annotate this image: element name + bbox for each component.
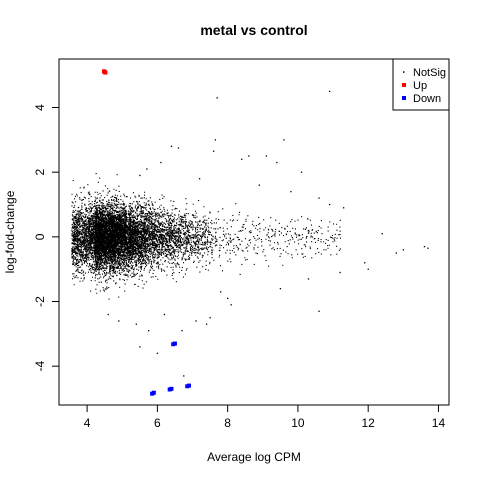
x-tick-label: 8 — [224, 416, 231, 430]
notsig-point-cloud — [71, 173, 342, 300]
point-notsig — [135, 323, 137, 325]
legend-marker-down — [402, 96, 406, 100]
y-tick-label: 0 — [33, 233, 47, 240]
point-notsig — [402, 249, 405, 251]
y-tick-label: -4 — [33, 361, 47, 372]
point-notsig — [283, 139, 285, 141]
point-notsig — [318, 197, 320, 199]
point-notsig — [170, 145, 173, 148]
point-down — [172, 341, 177, 346]
point-notsig — [147, 330, 150, 332]
point-notsig — [163, 313, 166, 316]
point-notsig — [198, 178, 201, 180]
point-notsig — [139, 174, 141, 177]
point-notsig — [279, 287, 282, 290]
y-axis-label: log-fold-change — [3, 190, 17, 273]
point-notsig — [395, 252, 397, 254]
point-notsig — [181, 330, 183, 332]
legend-marker-up — [402, 83, 406, 87]
point-notsig — [139, 346, 141, 348]
chart-title: metal vs control — [200, 22, 307, 38]
point-notsig — [318, 310, 320, 312]
point-notsig — [300, 171, 303, 173]
points-layer — [71, 69, 429, 396]
x-tick-label: 10 — [291, 416, 305, 430]
x-tick-label: 12 — [362, 416, 376, 430]
x-axis-label: Average log CPM — [207, 450, 301, 464]
point-notsig — [364, 262, 366, 264]
point-notsig — [248, 155, 250, 157]
point-down — [187, 383, 191, 388]
point-notsig — [290, 190, 292, 193]
legend-label-up: Up — [413, 80, 427, 92]
point-notsig — [258, 184, 260, 186]
legend-marker-notsig — [403, 71, 405, 73]
point-notsig — [227, 297, 229, 299]
point-notsig — [156, 352, 159, 354]
point-notsig — [107, 313, 109, 316]
x-tick-label: 6 — [154, 416, 161, 430]
point-notsig — [212, 150, 215, 152]
point-notsig — [241, 158, 243, 160]
point-notsig — [118, 320, 120, 322]
point-notsig — [423, 245, 426, 248]
point-notsig — [216, 97, 218, 99]
point-notsig — [214, 139, 217, 141]
point-notsig — [177, 147, 180, 149]
legend-label-notsig: NotSig — [413, 67, 446, 79]
point-notsig — [427, 247, 429, 249]
y-tick-label: 2 — [33, 169, 47, 176]
point-notsig — [195, 320, 197, 322]
point-notsig — [328, 203, 331, 206]
point-up — [101, 69, 106, 74]
point-notsig — [230, 304, 232, 306]
point-down — [151, 390, 156, 395]
point-notsig — [276, 161, 278, 164]
x-axis: 4 6 8 10 12 14 — [84, 404, 446, 430]
y-tick-label: 4 — [33, 104, 47, 111]
point-notsig — [160, 161, 162, 164]
point-notsig — [381, 233, 383, 235]
point-down — [169, 386, 174, 391]
legend-label-down: Down — [413, 93, 441, 105]
x-tick-label: 14 — [432, 416, 446, 430]
point-notsig — [183, 375, 185, 377]
point-notsig — [146, 168, 148, 170]
point-notsig — [209, 317, 211, 319]
point-notsig — [328, 90, 331, 93]
point-notsig — [220, 291, 222, 293]
point-notsig — [205, 323, 208, 325]
y-tick-label: -2 — [33, 296, 47, 307]
y-axis: -4 -2 0 2 4 — [33, 104, 60, 372]
point-notsig — [367, 268, 369, 270]
point-notsig — [265, 155, 267, 157]
point-notsig — [342, 207, 345, 209]
point-notsig — [339, 271, 341, 274]
point-notsig — [307, 278, 310, 280]
x-tick-label: 4 — [84, 416, 91, 430]
